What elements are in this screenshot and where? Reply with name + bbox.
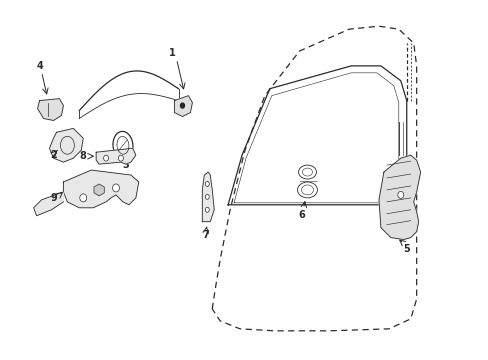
Ellipse shape <box>180 103 184 108</box>
Ellipse shape <box>205 181 209 186</box>
Ellipse shape <box>205 194 209 199</box>
Polygon shape <box>38 99 63 121</box>
Text: 6: 6 <box>298 210 305 220</box>
Polygon shape <box>96 148 136 164</box>
Polygon shape <box>34 192 63 216</box>
Text: 1: 1 <box>169 48 176 58</box>
Ellipse shape <box>103 155 108 161</box>
Ellipse shape <box>112 184 119 192</box>
Ellipse shape <box>80 194 86 202</box>
Text: 7: 7 <box>202 230 208 239</box>
Text: 4: 4 <box>36 61 43 71</box>
Text: 5: 5 <box>403 244 409 255</box>
Text: 3: 3 <box>122 160 129 170</box>
Polygon shape <box>174 96 192 117</box>
Polygon shape <box>49 129 83 162</box>
Polygon shape <box>378 155 420 239</box>
Text: 9: 9 <box>50 193 57 203</box>
Ellipse shape <box>397 192 403 198</box>
Polygon shape <box>202 172 214 222</box>
Polygon shape <box>63 170 139 208</box>
Ellipse shape <box>118 155 123 161</box>
Ellipse shape <box>205 207 209 212</box>
Text: 2: 2 <box>50 150 57 160</box>
Text: 8: 8 <box>80 151 86 161</box>
